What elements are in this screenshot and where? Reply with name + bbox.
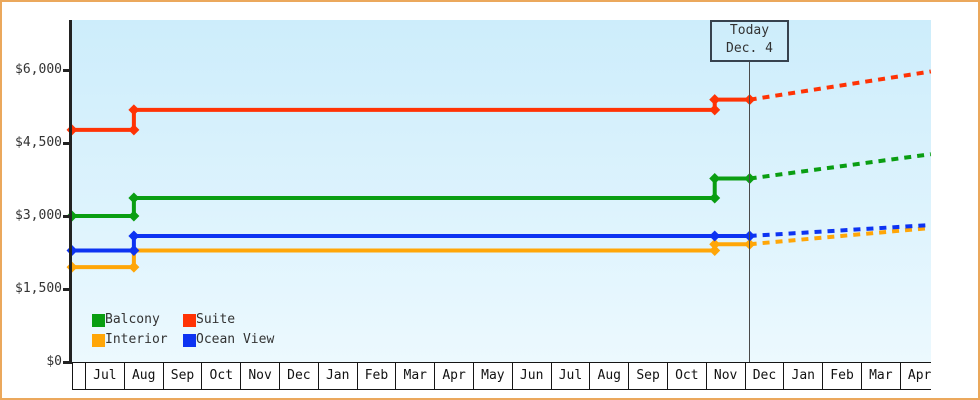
month-cell-oct: Oct [201,363,240,389]
legend-label: Balcony [105,312,160,327]
month-cell-oct: Oct [666,363,706,389]
series-marker-balcony [128,210,140,222]
month-cell-aug: Aug [589,363,628,389]
x-axis-month-row: Jul Aug Sep Oct Nov Dec Jan Feb Mar Apr May Jun Jul A… [72,362,931,390]
series-marker-suite [128,104,140,116]
y-tick-label: $3,000 [15,208,62,223]
series-marker-interior [128,261,140,273]
legend-swatch-icon [183,333,196,347]
series-marker-interior [709,238,721,250]
series-forecast-interior [749,225,932,247]
series-marker-interior [66,261,78,273]
month-cell-aug: Aug [123,363,163,389]
month-cell-feb: Feb [822,363,861,389]
y-tick-label: $1,500 [15,281,62,296]
month-cell-jun: Jun [511,363,551,389]
y-tick-mark [63,69,72,72]
month-cell-sep: Sep [162,363,202,389]
y-tick-mark [63,288,72,291]
legend-item-interior: Interior [92,333,183,347]
today-date: Dec. 4 [726,41,773,56]
series-forecast-ocean-view [749,223,931,238]
series-marker-suite [128,124,140,136]
legend-swatch-icon [92,333,105,347]
month-cell-mar: Mar [860,363,900,389]
series-marker-ocean-view [128,245,140,257]
series-marker-ocean-view [128,230,140,242]
legend-swatch-icon [183,313,196,327]
legend-swatch-icon [92,313,105,327]
y-tick-label: $0 [46,354,62,369]
month-cell-apr: Apr [434,363,473,389]
y-tick-mark [63,215,72,218]
legend-item-suite: Suite [183,313,274,327]
series-marker-interior [709,245,721,257]
month-cell-may: May [472,363,512,389]
month-cell-mar: Mar [395,363,434,389]
legend-label: Interior [105,332,168,347]
series-line-interior [72,242,750,270]
series-marker-ocean-view [709,230,721,242]
series-marker-balcony [709,192,721,204]
legend-label: Ocean View [196,332,275,347]
month-cell-apr: Apr [899,363,931,389]
month-cell-nov: Nov [705,363,745,389]
legend-item-ocean-view: Ocean View [183,333,274,347]
month-cell-jan: Jan [783,363,822,389]
month-cell-stub [72,363,85,389]
today-marker-box: Today Dec. 4 [710,20,789,62]
legend: Balcony Suite Interior Ocean View [92,313,274,347]
legend-label: Suite [196,312,236,327]
series-marker-balcony [66,210,78,222]
month-cell-jan: Jan [317,363,357,389]
y-axis-line [69,20,72,362]
price-series-plot [66,69,932,273]
series-marker-balcony [128,192,140,204]
month-cell-sep: Sep [628,363,667,389]
month-cell-jul: Jul [85,363,124,389]
month-cell-jul: Jul [550,363,590,389]
month-cell-nov: Nov [240,363,279,389]
y-tick-mark [63,361,72,364]
series-marker-suite [709,104,721,116]
series-marker-suite [66,124,78,136]
month-cell-feb: Feb [356,363,396,389]
series-line-balcony [72,176,750,218]
series-marker-suite [709,94,721,106]
y-tick-label: $6,000 [15,62,62,77]
today-label: Today [729,23,770,38]
series-forecast-balcony [749,152,932,181]
y-tick-mark [63,142,72,145]
series-forecast-suite [749,69,932,102]
series-line-ocean-view [72,233,750,253]
series-marker-ocean-view [66,245,78,257]
series-line-suite [72,97,750,132]
legend-item-balcony: Balcony [92,313,183,327]
plot-area [66,20,932,362]
series-marker-balcony [709,173,721,185]
month-cell-dec: Dec [278,363,318,389]
today-divider-line [749,62,750,362]
month-cell-dec: Dec [744,363,784,389]
y-tick-label: $4,500 [15,135,62,150]
